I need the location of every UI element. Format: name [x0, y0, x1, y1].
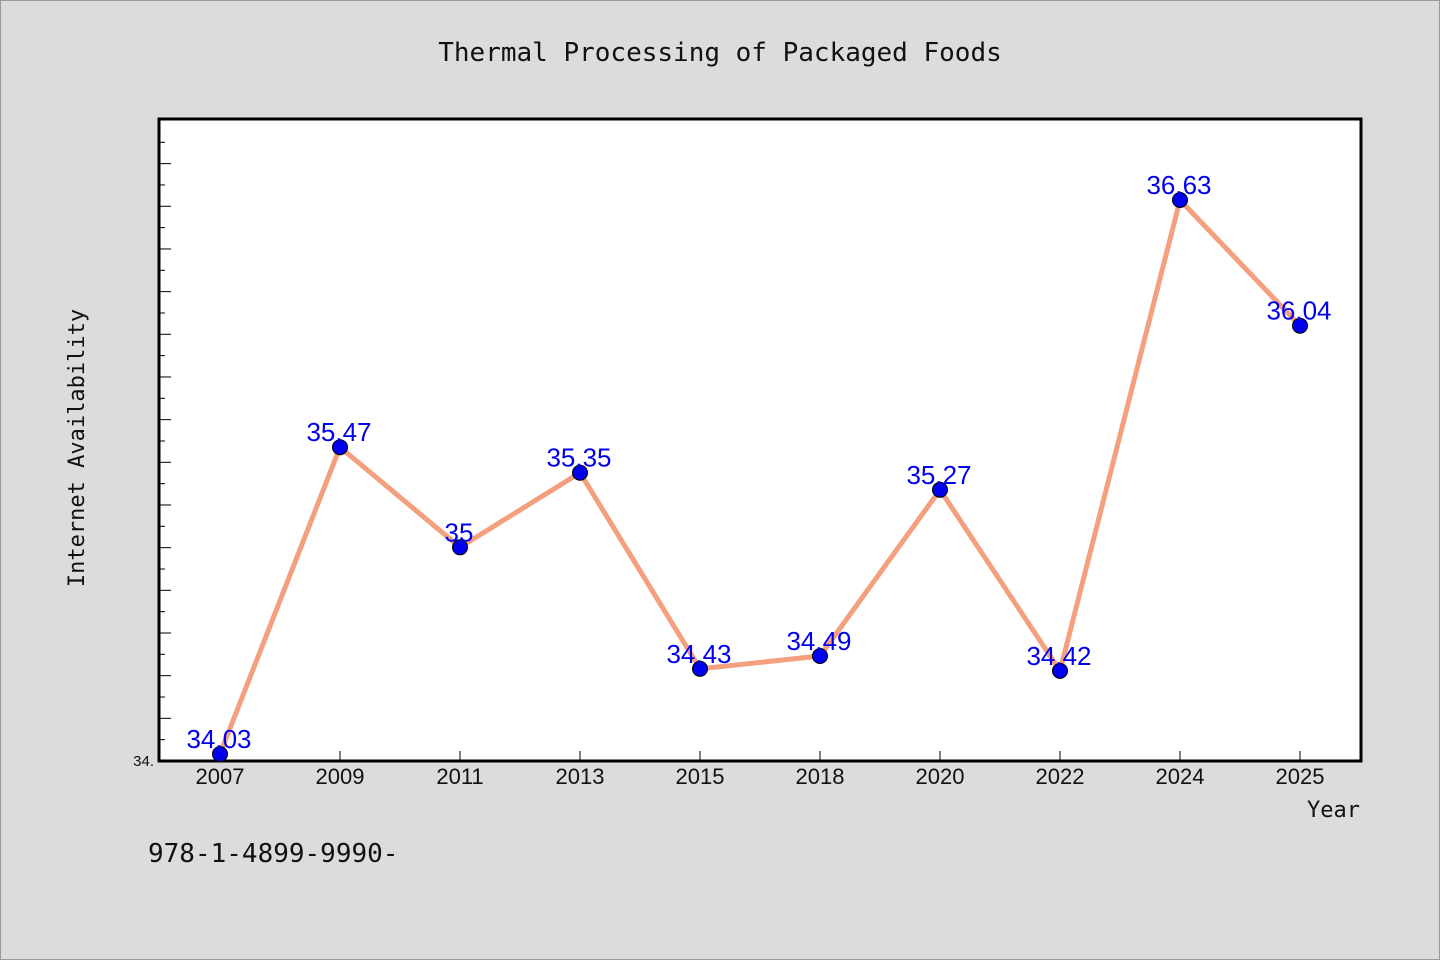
- data-label: 34.43: [666, 639, 731, 669]
- data-point: [1292, 317, 1308, 334]
- data-point: [932, 481, 948, 498]
- data-label: 35: [445, 517, 474, 547]
- series-line: [217, 197, 1302, 755]
- x-tick-label: 2013: [556, 764, 605, 789]
- data-point: [1052, 662, 1068, 679]
- x-tick-label: 2024: [1156, 764, 1205, 789]
- data-point: [812, 648, 828, 664]
- x-tick-label: 2007: [196, 764, 245, 789]
- data-point: [212, 746, 228, 762]
- data-label: 35.35: [546, 443, 611, 473]
- data-point: [332, 439, 348, 456]
- data-label: 35.27: [906, 460, 971, 490]
- series-layer: [212, 192, 1308, 762]
- x-axis-label: Year: [1307, 798, 1360, 823]
- data-label: 34.49: [786, 626, 851, 656]
- data-labels: 34.03 35.47 35 35.35 34.43 34.49 35.27 34.42 36.…: [186, 170, 1331, 754]
- x-axis-ticks: 2007 2009 2011 2013 2015 2018 2020 2022 2024 2025: [196, 751, 1325, 789]
- data-label: 36.04: [1266, 296, 1331, 326]
- data-label: 34.42: [1026, 641, 1091, 671]
- y-axis-ticks: 34.: [133, 141, 171, 770]
- x-tick-label: 2020: [916, 764, 965, 789]
- data-label: 35.47: [306, 417, 371, 447]
- chart-title: Thermal Processing of Packaged Foods: [438, 38, 1002, 68]
- x-tick-label: 2015: [676, 764, 725, 789]
- data-label: 36.63: [1146, 170, 1211, 200]
- data-point: [572, 464, 588, 481]
- x-tick-label: 2018: [796, 764, 845, 789]
- x-tick-label: 2022: [1036, 764, 1085, 789]
- x-tick-label: 2009: [316, 764, 365, 789]
- y-axis-label: Internet Availability: [65, 309, 90, 587]
- y-tick-label: 34.: [133, 753, 154, 770]
- x-tick-label: 2011: [436, 764, 483, 789]
- data-point: [692, 660, 708, 677]
- data-label: 34.03: [186, 724, 251, 754]
- plot-area: [157, 117, 1363, 763]
- data-point: [1172, 192, 1188, 208]
- isbn-label: 978-1-4899-9990-: [148, 839, 398, 869]
- x-tick-label: 2025: [1276, 764, 1325, 789]
- data-point: [452, 539, 468, 556]
